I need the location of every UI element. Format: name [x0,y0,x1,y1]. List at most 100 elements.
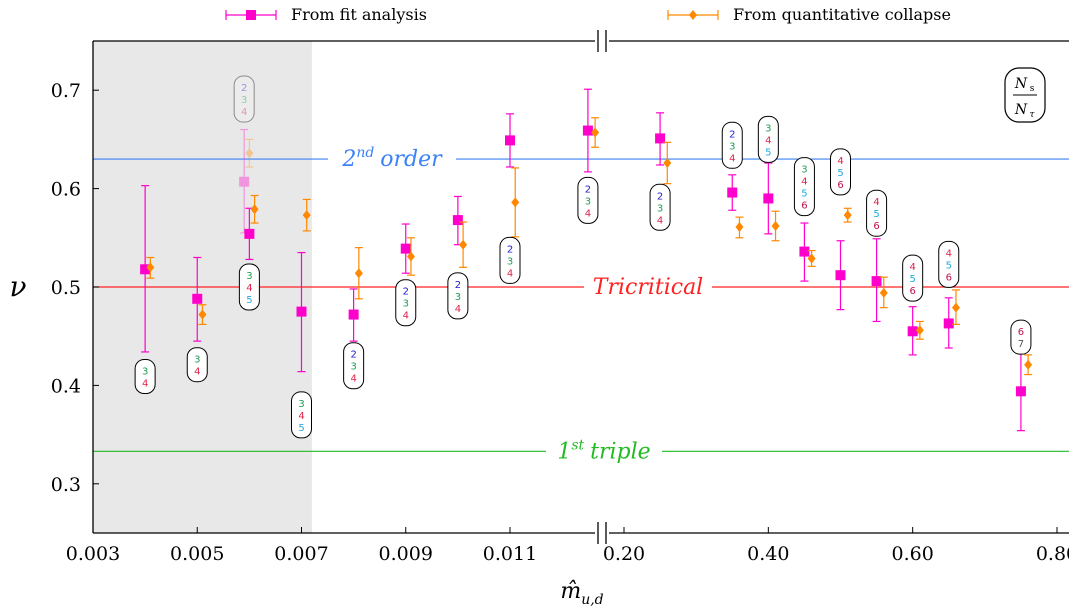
badge-number: 6 [909,286,915,297]
square-marker [400,243,411,254]
badge-number: 3 [298,399,304,410]
badge-number: 6 [873,221,879,232]
badge-number: 3 [765,123,771,134]
diamond-marker [735,221,744,232]
badge-number: 4 [873,197,879,208]
square-marker [655,133,666,144]
ns-badge: 234 [577,176,599,224]
inset-denominator: N [1014,102,1028,118]
inset-denominator-sub: τ [1030,110,1036,120]
badge-number: 4 [801,177,807,188]
badge-number: 4 [946,248,952,259]
badge-number: 2 [585,184,591,195]
ns-badge: 234 [233,75,255,123]
y-axis-title: ν [9,270,26,303]
reference-line-label-0: 2nd order [341,145,443,172]
square-marker [452,215,463,226]
ns-badge: 345 [291,391,312,439]
badge-frame [343,342,365,390]
badge-number: 4 [403,311,409,322]
collapse-point [302,198,311,232]
badge-number: 2 [403,287,409,298]
badge-number: 7 [1018,339,1024,350]
badge-frame [902,254,924,302]
legend: From fit analysis From quantitative colla… [225,5,951,24]
collapse-point [511,167,520,238]
ns-badge: 456 [902,254,924,302]
fit-point [763,162,774,235]
badge-number: 3 [455,292,461,303]
ns-badge: 234 [343,342,365,390]
badge-number: 2 [729,129,735,140]
badge-number: 3 [403,299,409,310]
x-tick-label: 0.007 [274,543,328,565]
axes-layer: 0.3 0.4 0.5 0.6 0.7 0.003 0.005 0.007 0.009 0.011… [51,30,1069,565]
diamond-marker [146,262,155,273]
reference-line-label-base: Tricritical [593,275,703,300]
legend-entry: From fit analysis [225,5,427,24]
badge-frame [757,115,779,163]
ns-badge: 234 [649,183,671,231]
fit-point [505,113,515,168]
fit-point [835,240,846,311]
badge-number: 6 [1018,327,1024,338]
collapse-point [591,117,600,148]
y-tick-label: 0.6 [51,179,81,201]
square-marker [907,326,918,337]
badge-number: 2 [507,244,513,255]
badge-number: 4 [194,367,200,378]
badge-frame [1010,319,1032,355]
diamond-marker [511,197,520,208]
collapse-point [807,249,816,267]
badge-number: 3 [729,141,735,152]
diamond-marker [302,210,311,221]
badge-number: 4 [657,215,663,226]
x-tick-label: 0.40 [747,543,789,565]
legend-square-marker [246,10,256,20]
badge-number: 4 [246,283,252,294]
square-marker [296,306,307,317]
legend-label: From quantitative collapse [733,5,951,24]
square-marker [943,318,954,329]
collapse-point [879,276,888,309]
badge-frame [830,148,851,196]
fit-point [348,288,359,342]
square-marker [835,270,846,281]
badge-number: 4 [507,268,513,279]
fit-point [907,306,918,356]
square-marker [763,193,774,204]
diamond-marker [459,239,468,250]
diamond-marker [354,268,363,279]
reference-line-label-1: Tricritical [593,275,703,300]
badge-frame [649,183,671,231]
badge-number: 5 [837,168,843,179]
badges-layer: 3434234345345234234234234234234234345345… [134,75,1032,439]
collapse-point [198,304,207,325]
fit-point [582,88,593,173]
diamond-marker [951,302,960,313]
collapse-point [459,221,468,268]
diamond-marker [1024,359,1033,370]
badge-frame [238,263,260,311]
badge-frame [938,240,960,288]
badge-frame [721,121,743,169]
square-marker [871,276,882,287]
diamond-marker [245,148,254,159]
x-tick-label: 0.009 [379,543,433,565]
collapse-point [843,207,852,223]
diamond-marker [807,253,816,264]
badge-number: 4 [909,262,915,273]
square-marker [582,125,593,136]
badge-number: 4 [298,411,304,422]
badge-number: 3 [246,271,252,282]
collapse-point [245,138,254,168]
reference-line-label-2: 1st triple [557,437,650,464]
inset-numerator: N [1014,76,1028,92]
x-tick-label: 0.20 [603,543,645,565]
badge-number: 5 [801,189,807,200]
badge-number: 4 [585,208,591,219]
badge-frame [395,279,417,327]
ns-badge: 234 [721,121,743,169]
badge-number: 5 [246,295,252,306]
ns-badge: 34 [134,359,156,395]
